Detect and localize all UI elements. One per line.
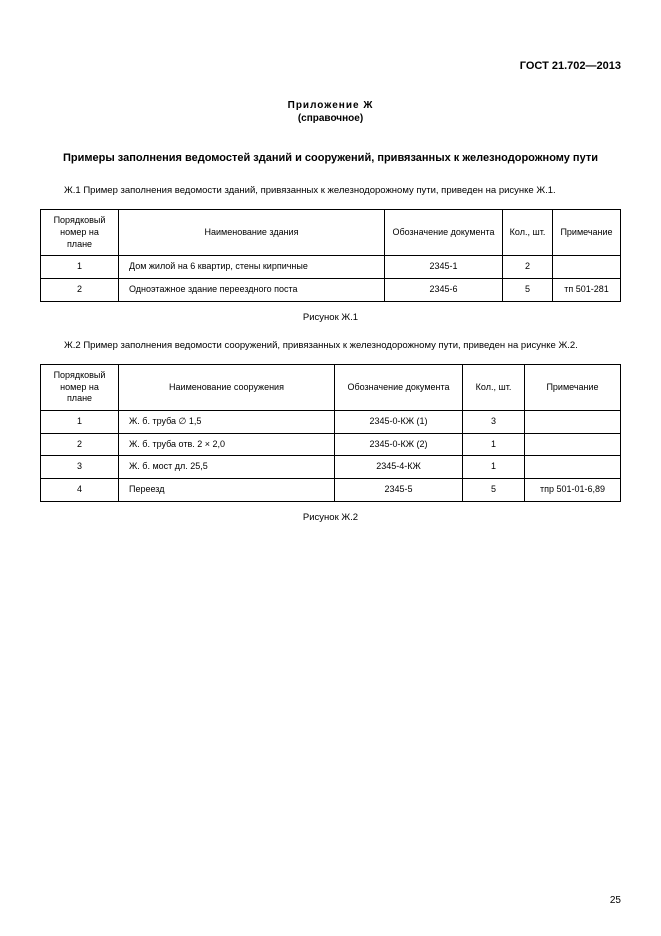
doc-code: ГОСТ 21.702—2013 xyxy=(40,60,621,72)
table-header-row: Порядковый номер на плане Наименование с… xyxy=(41,365,621,411)
main-title: Примеры заполнения ведомостей зданий и с… xyxy=(40,152,621,164)
cell-doc: 2345-4-КЖ xyxy=(335,456,463,479)
col-header-qty: Кол., шт. xyxy=(463,365,525,411)
table-row: 1 Дом жилой на 6 квартир, стены кирпичны… xyxy=(41,256,621,279)
page-number: 25 xyxy=(610,895,621,906)
table-row: 2 Одноэтажное здание переездного поста 2… xyxy=(41,279,621,302)
cell-qty: 2 xyxy=(503,256,553,279)
cell-name: Переезд xyxy=(119,479,335,502)
document-page: ГОСТ 21.702—2013 Приложение Ж (справочно… xyxy=(0,0,661,936)
table-row: 4 Переезд 2345-5 5 тпр 501-01-6,89 xyxy=(41,479,621,502)
cell-num: 2 xyxy=(41,279,119,302)
col-header-note: Примечание xyxy=(553,210,621,256)
table-row: 3 Ж. б. мост дл. 25,5 2345-4-КЖ 1 xyxy=(41,456,621,479)
cell-qty: 3 xyxy=(463,411,525,434)
col-header-doc: Обозначение документа xyxy=(335,365,463,411)
cell-note xyxy=(525,456,621,479)
cell-doc: 2345-0-КЖ (2) xyxy=(335,433,463,456)
figure-caption-2: Рисунок Ж.2 xyxy=(40,512,621,523)
col-header-num: Порядковый номер на плане xyxy=(41,210,119,256)
cell-doc: 2345-5 xyxy=(335,479,463,502)
cell-qty: 5 xyxy=(463,479,525,502)
cell-num: 4 xyxy=(41,479,119,502)
table-row: 2 Ж. б. труба отв. 2 × 2,0 2345-0-КЖ (2)… xyxy=(41,433,621,456)
table-structures: Порядковый номер на плане Наименование с… xyxy=(40,364,621,502)
cell-qty: 1 xyxy=(463,456,525,479)
cell-doc: 2345-1 xyxy=(385,256,503,279)
col-header-qty: Кол., шт. xyxy=(503,210,553,256)
col-header-doc: Обозначение документа xyxy=(385,210,503,256)
appendix-title: Приложение Ж xyxy=(40,100,621,111)
cell-name: Ж. б. труба отв. 2 × 2,0 xyxy=(119,433,335,456)
cell-note xyxy=(525,411,621,434)
appendix-subtitle: (справочное) xyxy=(40,113,621,124)
table-header-row: Порядковый номер на плане Наименование з… xyxy=(41,210,621,256)
col-header-name: Наименование здания xyxy=(119,210,385,256)
cell-note: тпр 501-01-6,89 xyxy=(525,479,621,502)
cell-name: Ж. б. мост дл. 25,5 xyxy=(119,456,335,479)
cell-num: 2 xyxy=(41,433,119,456)
cell-note xyxy=(553,256,621,279)
figure-caption-1: Рисунок Ж.1 xyxy=(40,312,621,323)
table-row: 1 Ж. б. труба ∅ 1,5 2345-0-КЖ (1) 3 xyxy=(41,411,621,434)
cell-doc: 2345-0-КЖ (1) xyxy=(335,411,463,434)
paragraph-2: Ж.2 Пример заполнения ведомости сооружен… xyxy=(40,339,621,352)
col-header-num: Порядковый номер на плане xyxy=(41,365,119,411)
cell-name: Одноэтажное здание переездного поста xyxy=(119,279,385,302)
col-header-name: Наименование сооружения xyxy=(119,365,335,411)
cell-qty: 1 xyxy=(463,433,525,456)
cell-num: 3 xyxy=(41,456,119,479)
cell-num: 1 xyxy=(41,411,119,434)
table-buildings: Порядковый номер на плане Наименование з… xyxy=(40,209,621,301)
col-header-note: Примечание xyxy=(525,365,621,411)
cell-name: Ж. б. труба ∅ 1,5 xyxy=(119,411,335,434)
cell-name: Дом жилой на 6 квартир, стены кирпичные xyxy=(119,256,385,279)
cell-num: 1 xyxy=(41,256,119,279)
cell-doc: 2345-6 xyxy=(385,279,503,302)
cell-note xyxy=(525,433,621,456)
cell-qty: 5 xyxy=(503,279,553,302)
paragraph-1: Ж.1 Пример заполнения ведомости зданий, … xyxy=(40,184,621,197)
cell-note: тп 501-281 xyxy=(553,279,621,302)
